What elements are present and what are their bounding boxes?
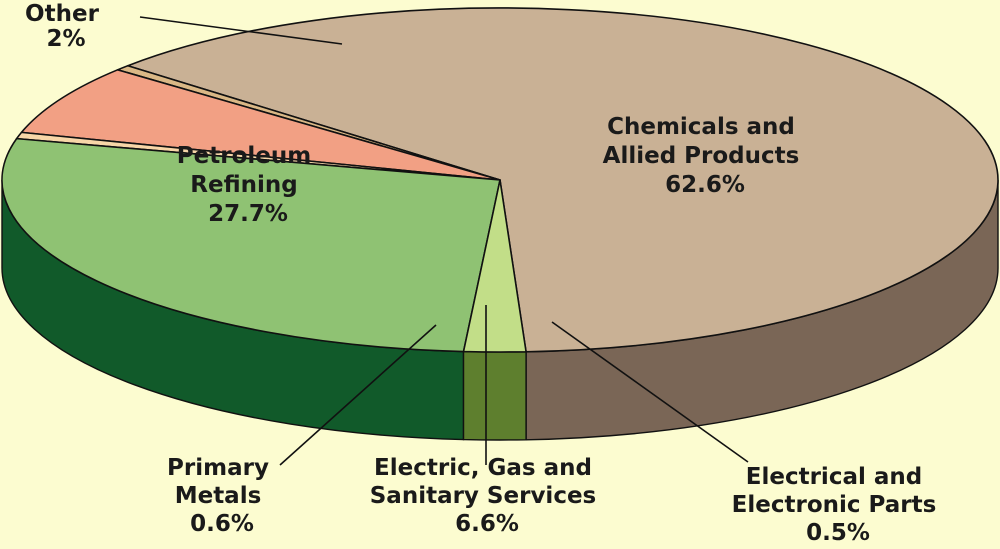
label-electrical-electronic: Electrical and Electronic Parts 0.5% [732,464,945,546]
label-chemicals-value: 62.6% [665,172,745,198]
label-chemicals: Chemicals and Allied Products 62.6% [603,114,808,198]
slice-tops [1,7,999,353]
label-other: Other 2% [25,1,107,52]
label-petroleum: Petroleum Refining 27.7% [177,143,319,227]
leader-line-other [139,16,343,45]
label-primary-metals-value: 0.6% [190,511,254,537]
slice-chemicals-and-allied-products [127,7,999,353]
label-petroleum-line-1: Petroleum [177,143,311,169]
label-chemicals-line-2: Allied Products [603,143,800,169]
label-primary-metals-line-1: Primary [167,455,269,481]
label-electrical-electronic-line-2: Electronic Parts [732,492,937,518]
label-other-line-1: Other [25,1,100,27]
slice-electric-gas-and-sanitary-services [20,69,501,181]
label-electric-gas-value: 6.6% [455,511,519,537]
leader-line-electrical-electronic [551,321,749,463]
label-electrical-electronic-line-1: Electrical and [746,464,922,490]
slice-petroleum-refining [1,137,501,353]
label-electric-gas-line-1: Electric, Gas and [374,455,592,481]
label-electric-gas-line-2: Sanitary Services [370,483,597,509]
label-primary-metals: Primary Metals 0.6% [167,455,277,537]
label-electric-gas: Electric, Gas and Sanitary Services 6.6% [370,455,605,537]
label-petroleum-line-2: Refining [190,172,297,198]
slice-other [462,179,527,353]
label-primary-metals-line-2: Metals [175,483,262,509]
slice-side-other [462,350,527,441]
label-petroleum-value: 27.7% [208,201,288,227]
label-chemicals-line-1: Chemicals and [607,114,795,140]
label-electrical-electronic-value: 0.5% [806,520,870,546]
label-other-value: 2% [46,26,85,52]
leader-line-primary-metals [279,324,437,466]
